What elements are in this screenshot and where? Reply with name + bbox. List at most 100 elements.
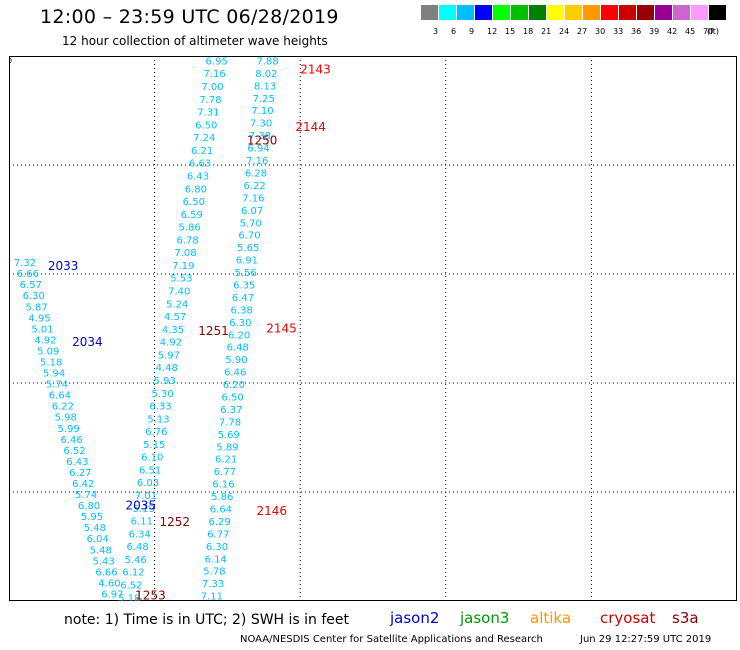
swh-value-label: 6.77 (207, 529, 229, 540)
colorbar-label: 30 (595, 27, 606, 36)
colorbar-label: 42 (667, 27, 678, 36)
pass-time-label: 2144 (295, 120, 326, 134)
swh-value-label: 5.65 (237, 243, 259, 254)
swh-value-label: 6.63 (189, 159, 211, 170)
plot-frame (9, 56, 737, 601)
swh-value-label: 6.28 (245, 168, 267, 179)
swh-value-label: 6.30 (229, 318, 251, 329)
colorbar-swatch (565, 5, 582, 20)
pass-time-label: 2143 (300, 63, 331, 77)
swh-value-label: 5.74 (75, 490, 97, 501)
swh-value-label: 5.78 (203, 567, 225, 578)
swh-value-label: 6.20 (223, 380, 245, 391)
swh-value-label: 5.09 (37, 346, 59, 357)
swh-value-label: 5.99 (58, 424, 80, 435)
map-plot: -45-42-39-36-33-3002468107.888.028.137.2… (9, 56, 737, 601)
swh-value-label: 6.20 (228, 330, 250, 341)
colorbar-swatch (709, 5, 726, 20)
swh-value-label: 7.38 (249, 131, 271, 142)
swh-value-label: 5.74 (46, 380, 68, 391)
swh-value-label: 5.69 (218, 430, 240, 441)
colorbar-label: 24 (559, 27, 570, 36)
swh-value-label: 7.00 (201, 82, 223, 93)
swh-value-label: 5.94 (43, 369, 65, 380)
swh-value-label: 6.77 (214, 467, 236, 478)
swh-value-label: 6.11 (131, 517, 153, 528)
swh-value-label: 7.78 (199, 95, 221, 106)
swh-value-label: 6.34 (129, 529, 151, 540)
swh-value-label: 7.16 (203, 69, 225, 80)
colorbar-label: 9 (469, 27, 475, 36)
swh-value-label: 7.31 (197, 108, 219, 119)
swh-value-label: 6.16 (212, 480, 234, 491)
colorbar-label: 18 (523, 27, 534, 36)
pass-time-label: 1253 (135, 589, 166, 601)
pass-time-label: 2146 (257, 504, 288, 518)
swh-value-label: 6.94 (247, 144, 269, 155)
swh-value-label: 6.04 (87, 534, 109, 545)
swh-value-label: 6.64 (210, 505, 232, 516)
swh-value-label: 6.91 (236, 256, 258, 267)
swh-value-label: 6.30 (206, 542, 228, 553)
swh-value-label: 6.43 (187, 171, 209, 182)
pass-time-label: 2145 (266, 322, 297, 336)
colorbar-label: 27 (577, 27, 588, 36)
pass-time-label: 2033 (48, 259, 79, 273)
swh-value-label: 6.48 (127, 542, 149, 553)
pass-time-label: 1252 (159, 515, 190, 529)
swh-value-label: 7.08 (174, 248, 196, 259)
colorbar-label: 33 (613, 27, 624, 36)
colorbar-swatch (457, 5, 474, 20)
swh-value-label: 6.47 (232, 293, 254, 304)
swh-value-label: 4.95 (28, 313, 50, 324)
swh-value-label: 6.27 (69, 468, 91, 479)
swh-value-label: 6.29 (208, 517, 230, 528)
swh-value-label: 7.11 (201, 592, 223, 601)
colorbar-swatch (601, 5, 618, 20)
swh-value-label: 4.92 (34, 335, 56, 346)
colorbar-label: 45 (685, 27, 696, 36)
swh-value-label: 5.98 (55, 413, 77, 424)
swh-value-label: 4.92 (160, 338, 182, 349)
swh-value-label: 7.88 (257, 56, 279, 67)
swh-value-label: 5.89 (216, 442, 238, 453)
swh-value-label: 7.30 (250, 119, 272, 130)
colorbar-swatch (547, 5, 564, 20)
swh-value-label: 6.22 (244, 181, 266, 192)
swh-value-label: 6.33 (149, 402, 171, 413)
swh-value-label: 6.52 (63, 446, 85, 457)
legend-jason3: jason3 (460, 609, 510, 627)
colorbar-label: 6 (451, 27, 457, 36)
swh-value-label: 5.46 (124, 555, 146, 566)
swh-value-label: 5.53 (170, 274, 192, 285)
timestamp-text: Jun 29 12:27:59 UTC 2019 (580, 634, 712, 645)
pass-time-label: 1250 (247, 133, 278, 147)
colorbar-swatch (619, 5, 636, 20)
swh-value-label: 6.97 (101, 589, 123, 600)
colorbar-label: 39 (649, 27, 660, 36)
swh-value-label: 7.33 (202, 579, 224, 590)
colorbar-swatch (493, 5, 510, 20)
swh-value-label: 6.22 (52, 402, 74, 413)
swh-value-label: 4.48 (156, 363, 178, 374)
swh-value-label: 5.56 (234, 268, 256, 279)
colorbar: 3 6 9 12 15 18 21 24 27 30 33 36 39 42 45 70 (ft) (421, 5, 727, 36)
swh-value-label: 6.21 (191, 146, 213, 157)
swh-value-label: 6.66 (17, 269, 39, 280)
swh-value-label: 5.97 (158, 350, 180, 361)
chart-title: 12:00 – 23:59 UTC 06/28/2019 (40, 6, 339, 28)
swh-value-label: 5.24 (166, 299, 188, 310)
swh-value-label: 6.07 (241, 206, 263, 217)
swh-value-label: 8.13 (254, 81, 276, 92)
y-tick-label: 10 (9, 57, 12, 65)
colorbar-label: (ft) (707, 27, 720, 36)
swh-value-label: 7.16 (242, 193, 264, 204)
pass-time-label: 1251 (198, 324, 229, 338)
swh-value-label: 5.90 (225, 355, 247, 366)
colorbar-swatch (691, 5, 708, 20)
swh-value-label: 5.13 (147, 414, 169, 425)
colorbar-swatch (475, 5, 492, 20)
colorbar-label: 21 (541, 27, 552, 36)
swh-value-label: 7.24 (193, 133, 215, 144)
colorbar-label: 36 (631, 27, 642, 36)
